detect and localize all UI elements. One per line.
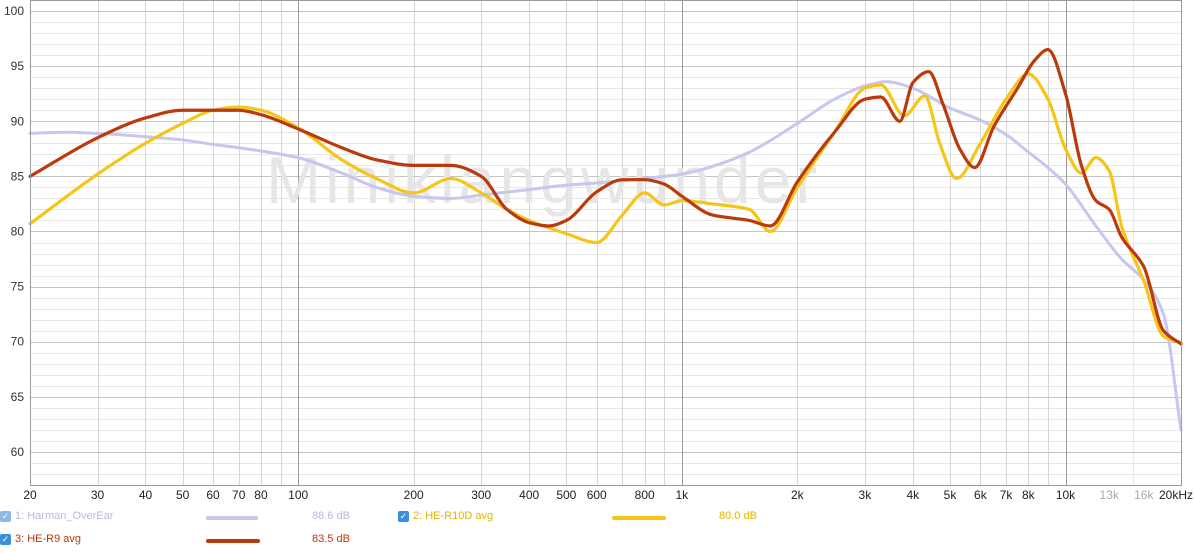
legend-item-he-r10d[interactable]: ✓ 2: HE-R10D avg [398,510,493,522]
x-tick-label: 7k [1000,488,1014,502]
x-tick-label: 13k [1100,488,1120,502]
plot-frame [30,0,1182,486]
x-tick-label: 50 [176,488,190,502]
x-tick-label: 200 [404,488,424,502]
x-tick-label: 20kHz [1159,488,1193,502]
curve-he-r9 [28,48,1183,346]
y-tick-label: 75 [11,280,25,294]
x-tick-label: 20 [23,488,37,502]
legend-label-he-r9: 3: HE-R9 avg [15,533,82,545]
x-tick-label: 40 [139,488,153,502]
legend-value-he-r9: 83.5 dB [312,533,350,545]
legend-value-harman: 88.6 dB [312,510,350,522]
legend-item-he-r9[interactable]: ✓ 3: HE-R9 avg [0,533,81,545]
x-tick-label: 500 [556,488,576,502]
x-tick-label: 30 [91,488,105,502]
x-tick-label: 70 [232,488,246,502]
x-tick-label: 16k [1134,488,1154,502]
legend-item-harman[interactable]: ✓ 1: Harman_OverEar [0,510,113,522]
x-tick-label: 1k [675,488,689,502]
x-tick-label: 6k [974,488,988,502]
legend-swatch-he-r10d [612,516,666,520]
y-tick-label: 100 [4,4,24,18]
x-tick-label: 80 [254,488,268,502]
legend-label-harman: 1: Harman_OverEar [15,510,114,522]
x-tick-label: 600 [587,488,607,502]
major-grid [30,0,1181,485]
legend-row-2: ✓ 3: HE-R9 avg 83.5 dB [0,531,1194,551]
x-tick-label: 10k [1056,488,1076,502]
x-tick-label: 60 [206,488,220,502]
legend-checkbox-harman[interactable]: ✓ [0,510,11,522]
x-tick-label: 5k [944,488,958,502]
x-tick-label: 800 [635,488,655,502]
curves [28,48,1183,432]
legend-row-1: ✓ 1: Harman_OverEar 88.6 dB ✓ 2: HE-R10D… [0,508,1194,528]
x-tick-label: 100 [288,488,308,502]
x-axis-labels: 20 30 40 50 60 70 80 100 200 300 400 500 600 800 1k 2k 3… [23,488,1193,502]
x-tick-label: 8k [1022,488,1036,502]
x-tick-label: 3k [859,488,873,502]
x-tick-label: 2k [791,488,805,502]
x-tick-label: 300 [471,488,491,502]
x-tick-label: 400 [519,488,539,502]
y-tick-label: 90 [11,114,25,128]
y-tick-label: 60 [11,445,25,459]
legend-checkbox-he-r9[interactable]: ✓ [0,533,11,545]
y-tick-label: 80 [11,224,25,238]
x-tick-label: 4k [906,488,920,502]
minor-grid [30,0,1182,486]
legend-swatch-he-r9 [206,539,260,543]
legend-label-he-r10d: 2: HE-R10D avg [413,510,494,522]
y-tick-label: 95 [11,59,25,73]
y-tick-label: 85 [11,169,25,183]
legend-swatch-harman [206,516,258,520]
y-axis-labels: 60 65 70 75 80 85 90 95 100 [4,4,24,459]
y-tick-label: 65 [11,390,25,404]
legend-value-he-r10d: 80.0 dB [719,510,757,522]
curve-harman-overear [28,80,1183,432]
y-tick-label: 70 [11,335,25,349]
legend-checkbox-he-r10d[interactable]: ✓ [398,510,409,522]
